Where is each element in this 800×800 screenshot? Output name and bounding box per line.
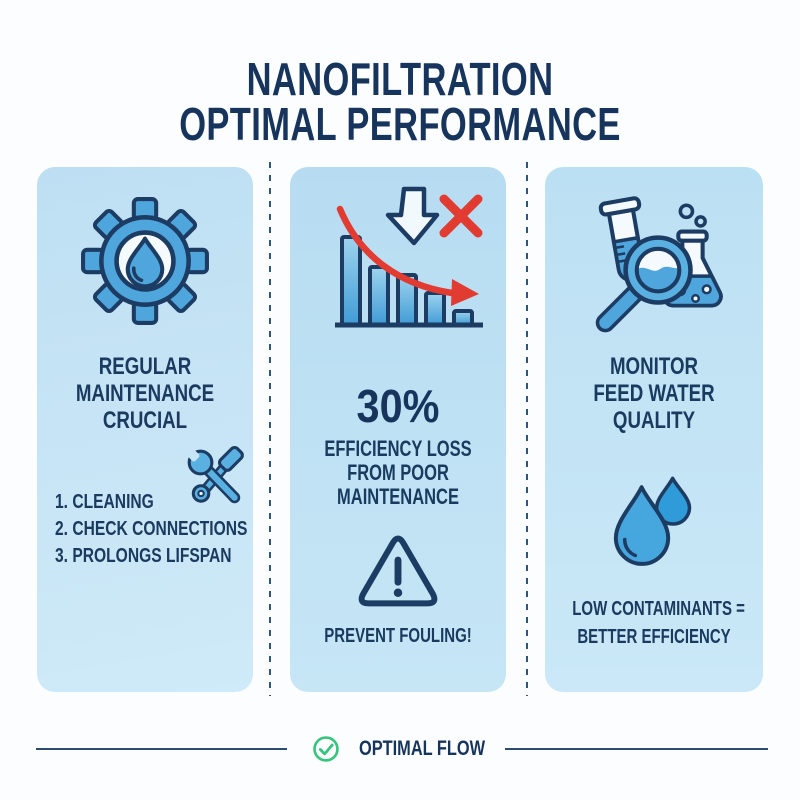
heading-line: FEED WATER (593, 380, 715, 407)
warning-text: PREVENT FOULING! (324, 625, 472, 647)
footer-divider-left (36, 748, 287, 750)
list-item: 1. CLEANING (55, 491, 154, 513)
stat-desc-line: MAINTENANCE (337, 484, 459, 509)
gear-water-drop-icon (81, 197, 209, 325)
lab-analysis-icon (595, 196, 723, 333)
heading-line: CRUCIAL (102, 407, 188, 434)
stat-description: EFFICIENCY LOSS FROM POOR MAINTENANCE (317, 437, 479, 509)
page-title: NANOFILTRATION OPTIMAL PERFORMANCE (100, 52, 700, 150)
heading-line: QUALITY (612, 407, 696, 434)
dashed-divider (269, 162, 271, 696)
dashed-divider (526, 162, 528, 696)
check-circle-icon (313, 736, 339, 762)
panel-quality: MONITOR FEED WATER QUALITY LOW CONTAMINA… (545, 167, 763, 692)
heading-line: REGULAR (98, 353, 192, 380)
page-title-line-2: OPTIMAL PERFORMANCE (179, 97, 621, 150)
heading-line: MONITOR (609, 353, 699, 380)
panel-efficiency: 30% EFFICIENCY LOSS FROM POOR MAINTENANC… (290, 167, 506, 692)
maintenance-heading: REGULAR MAINTENANCE CRUCIAL (61, 353, 229, 434)
water-drops-icon (613, 476, 692, 566)
quality-heading: MONITOR FEED WATER QUALITY (569, 353, 739, 434)
stat-desc-line: EFFICIENCY LOSS (324, 436, 472, 461)
footer-label: OPTIMAL FLOW (358, 737, 486, 760)
note-line: BETTER EFFICIENCY (577, 626, 731, 648)
list-item: 2. CHECK CONNECTIONS (55, 518, 248, 540)
heading-line: MAINTENANCE (75, 380, 215, 407)
footer-divider-right (505, 748, 768, 750)
declining-bar-chart-icon (335, 186, 483, 328)
page-title-line-1: NANOFILTRATION (246, 52, 554, 105)
note-line: LOW CONTAMINANTS = (572, 598, 745, 620)
stat-value: 30% (356, 380, 440, 432)
wrench-hammer-icon (187, 445, 244, 504)
panel-maintenance: REGULAR MAINTENANCE CRUCIAL 1. CLEANING … (37, 167, 253, 692)
quality-note: LOW CONTAMINANTS = BETTER EFFICIENCY (572, 595, 745, 651)
maintenance-list: 1. CLEANING 2. CHECK CONNECTIONS 3. PROL… (55, 489, 247, 570)
list-item: 3. PROLONGS LIFSPAN (55, 545, 232, 567)
stat-desc-line: FROM POOR (347, 460, 449, 485)
warning-triangle-icon (358, 535, 438, 607)
